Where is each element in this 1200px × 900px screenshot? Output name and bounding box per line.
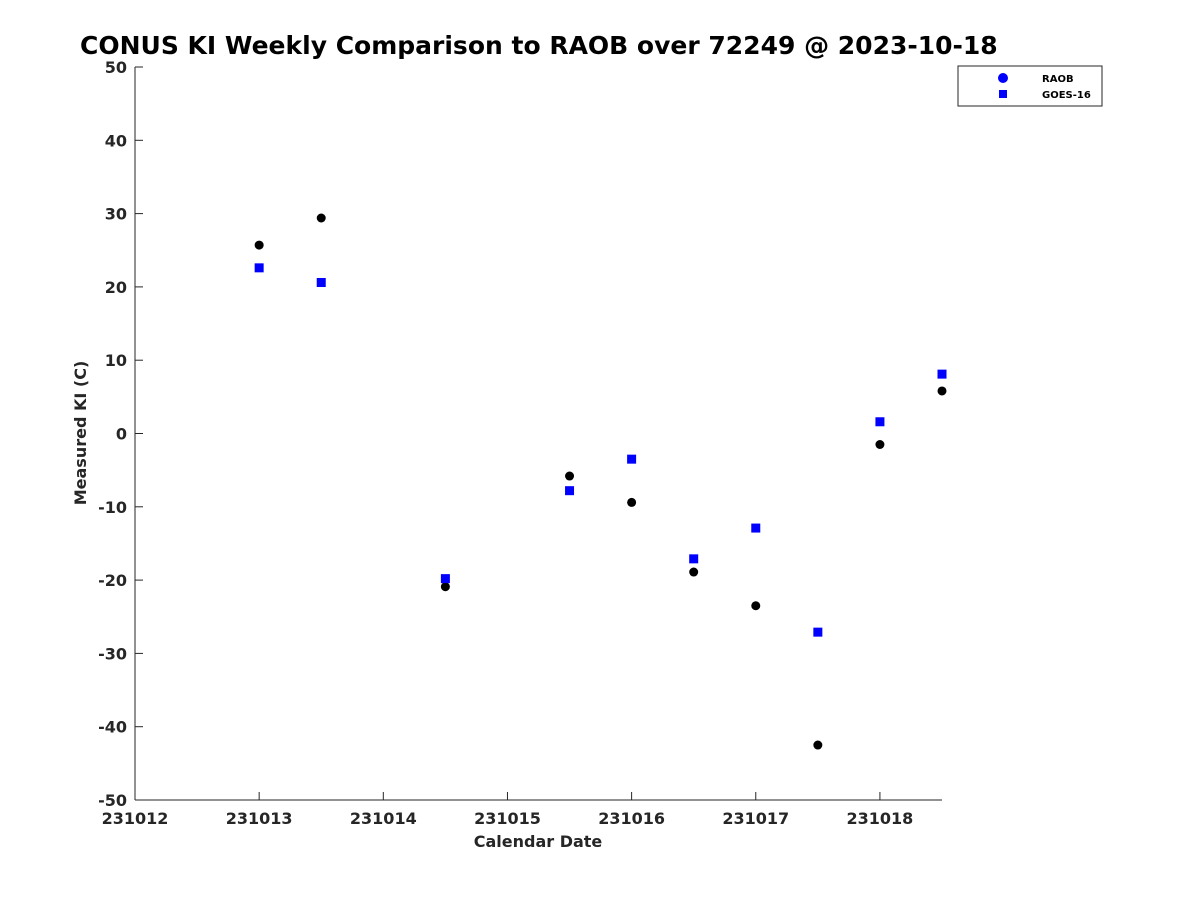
goes-16-point bbox=[254, 263, 264, 273]
y-tick-label: -20 bbox=[98, 571, 127, 590]
y-axis-ticks: 50 40 30 20 10 0 -10 -20 -30 -40 -50 bbox=[98, 58, 143, 810]
y-tick-label: 30 bbox=[105, 205, 127, 224]
y-tick-label: 0 bbox=[116, 425, 127, 444]
legend: RAOB GOES-16 bbox=[957, 65, 1103, 107]
y-tick-label: 10 bbox=[105, 351, 127, 370]
raob-point bbox=[937, 386, 947, 396]
x-tick-label: 231016 bbox=[598, 809, 665, 828]
x-tick-label: 231012 bbox=[102, 809, 169, 828]
raob-point bbox=[627, 497, 637, 507]
y-tick-label: 40 bbox=[105, 131, 127, 150]
raob-point bbox=[813, 740, 823, 750]
x-axis-ticks: 231012 231013 231014 231015 231016 231017 2310… bbox=[102, 792, 914, 828]
raob-point bbox=[689, 567, 699, 577]
x-tick-label: 231018 bbox=[847, 809, 914, 828]
y-tick-label: -10 bbox=[98, 498, 127, 517]
axes bbox=[134, 67, 942, 801]
goes-16-point bbox=[813, 627, 823, 637]
x-tick-label: 231017 bbox=[722, 809, 789, 828]
goes-16-point bbox=[627, 454, 637, 464]
x-axis-label: Calendar Date bbox=[474, 832, 603, 851]
raob-point bbox=[316, 213, 326, 223]
y-tick-label: 20 bbox=[105, 278, 127, 297]
x-tick-label: 231013 bbox=[226, 809, 293, 828]
goes-16-point bbox=[689, 554, 699, 564]
raob-point bbox=[875, 439, 885, 449]
raob-point bbox=[751, 601, 761, 611]
legend-goes-16-label: GOES-16 bbox=[1042, 90, 1091, 101]
x-tick-label: 231014 bbox=[350, 809, 417, 828]
goes-16-point bbox=[875, 417, 885, 427]
goes-16-point bbox=[565, 486, 575, 496]
legend-raob-label: RAOB bbox=[1042, 74, 1074, 85]
chart-title: CONUS KI Weekly Comparison to RAOB over … bbox=[80, 31, 998, 60]
legend-box bbox=[957, 65, 1103, 107]
y-tick-label: -30 bbox=[98, 644, 127, 663]
goes-16-point bbox=[440, 574, 450, 584]
y-tick-label: -50 bbox=[98, 791, 127, 810]
y-tick-label: -40 bbox=[98, 718, 127, 737]
raob-point bbox=[440, 582, 450, 592]
data-points bbox=[254, 213, 947, 750]
goes-16-point bbox=[316, 278, 326, 288]
legend-raob-marker bbox=[998, 73, 1008, 83]
y-tick-label: 50 bbox=[105, 58, 127, 77]
goes-16-point bbox=[937, 369, 947, 379]
x-tick-label: 231015 bbox=[474, 809, 541, 828]
goes-16-point bbox=[751, 523, 761, 533]
legend-goes-16-marker bbox=[999, 90, 1007, 98]
raob-point bbox=[565, 471, 575, 481]
y-axis-label: Measured KI (C) bbox=[71, 361, 90, 506]
raob-point bbox=[254, 240, 264, 250]
